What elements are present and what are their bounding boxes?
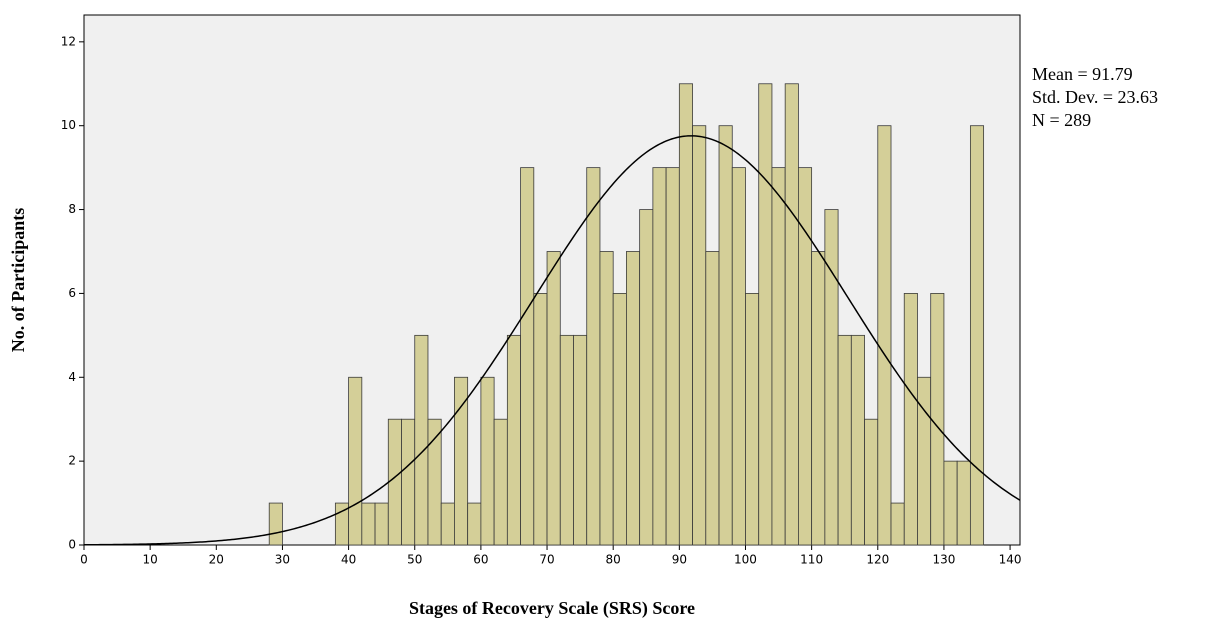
x-tick-label: 100 <box>734 553 757 567</box>
bar <box>811 251 826 546</box>
x-tick-label: 60 <box>473 553 488 567</box>
y-tick-label: 12 <box>61 34 76 48</box>
bar <box>824 209 839 546</box>
bar <box>599 251 614 546</box>
bar <box>877 125 892 546</box>
x-tick-label: 20 <box>209 553 224 567</box>
bar <box>268 502 283 546</box>
normal-curve <box>83 135 1021 546</box>
bar <box>454 376 469 546</box>
stat-label: Std. Dev. = 23.63 <box>1032 87 1158 107</box>
bar <box>401 418 416 546</box>
y-tick-label: 10 <box>61 118 76 132</box>
bar <box>850 334 865 546</box>
bar <box>546 251 561 546</box>
x-tick-label: 50 <box>407 553 422 567</box>
bar <box>626 251 641 546</box>
bar <box>533 293 548 546</box>
bar <box>612 293 627 546</box>
bar <box>745 293 760 546</box>
bar <box>348 376 363 546</box>
x-tick-label: 80 <box>606 553 621 567</box>
bar <box>520 167 535 546</box>
bar <box>692 125 707 546</box>
bar <box>705 251 720 546</box>
bar <box>374 502 389 546</box>
x-tick-label: 40 <box>341 553 356 567</box>
bar <box>414 334 429 546</box>
y-tick-label: 8 <box>68 202 76 216</box>
bar <box>493 418 508 546</box>
bar <box>665 167 680 546</box>
bar <box>573 334 588 546</box>
bar <box>361 502 376 546</box>
bar <box>890 502 905 546</box>
y-tick-label: 4 <box>68 370 76 384</box>
x-tick-label: 110 <box>800 553 823 567</box>
bar <box>639 209 654 546</box>
bar <box>758 83 773 546</box>
bar <box>440 502 455 546</box>
x-tick-label: 130 <box>932 553 955 567</box>
y-tick-label: 0 <box>68 538 76 552</box>
bar <box>586 167 601 546</box>
bar <box>837 334 852 546</box>
bar <box>427 418 442 546</box>
y-axis-title: No. of Participants <box>8 208 28 352</box>
stat-label: N = 289 <box>1032 110 1091 130</box>
y-tick-label: 6 <box>68 286 76 300</box>
bar <box>903 293 918 546</box>
bar <box>718 125 733 546</box>
bar <box>387 418 402 546</box>
bar <box>956 460 971 546</box>
bar <box>943 460 958 546</box>
x-tick-label: 70 <box>539 553 554 567</box>
x-tick-label: 90 <box>672 553 687 567</box>
x-axis-title: Stages of Recovery Scale (SRS) Score <box>409 598 695 619</box>
x-tick-label: 120 <box>866 553 889 567</box>
bar <box>652 167 667 546</box>
bar <box>678 83 693 546</box>
bar <box>864 418 879 546</box>
bar <box>480 376 495 546</box>
bar <box>506 334 521 546</box>
bar <box>930 293 945 546</box>
bar <box>771 167 786 546</box>
bar <box>969 125 985 546</box>
x-tick-label: 30 <box>275 553 290 567</box>
y-tick-label: 2 <box>68 454 76 468</box>
bar <box>731 167 746 546</box>
bar <box>467 502 482 546</box>
bar <box>784 83 799 546</box>
x-tick-label: 0 <box>80 553 88 567</box>
bar <box>917 376 932 546</box>
x-tick-label: 10 <box>143 553 158 567</box>
bar <box>559 334 574 546</box>
stat-label: Mean = 91.79 <box>1032 64 1133 84</box>
x-tick-label: 140 <box>999 553 1022 567</box>
